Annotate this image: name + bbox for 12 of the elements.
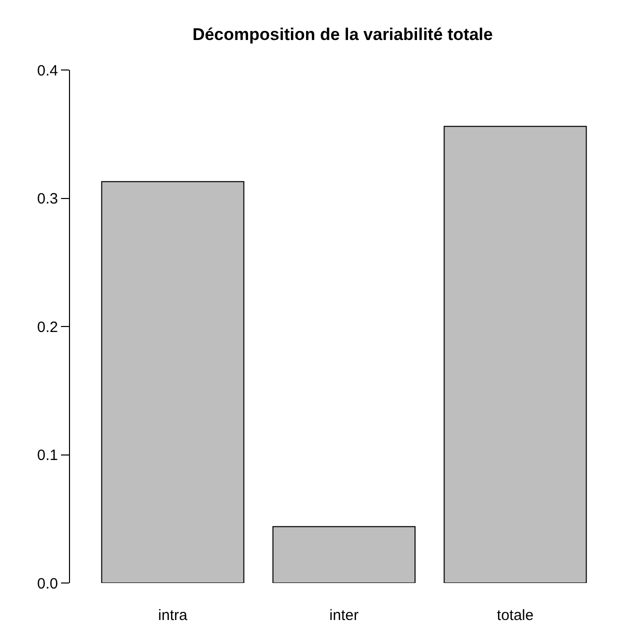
x-tick-label: intra [158,607,188,624]
y-tick-label: 0.1 [37,447,58,464]
bar [444,126,587,583]
bar [272,526,416,583]
x-tick-label: totale [496,607,534,624]
bar [101,181,244,583]
y-tick-label: 0.0 [37,575,58,592]
chart-title: Décomposition de la variabilité totale [192,25,493,44]
y-tick-label: 0.3 [37,190,58,208]
y-tick-label: 0.2 [37,318,58,336]
y-tick-label: 0.4 [37,62,58,80]
x-tick-label: inter [329,607,359,624]
